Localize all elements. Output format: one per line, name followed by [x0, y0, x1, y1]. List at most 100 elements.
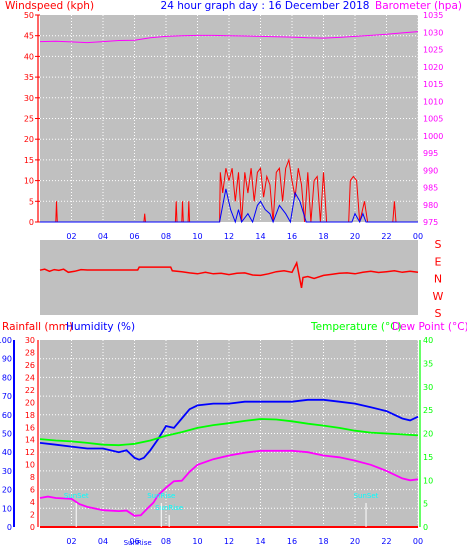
series-barometer-hpa- — [39, 31, 419, 44]
y-tick-label-temp: 30 — [423, 383, 433, 392]
y-tick-label-baro: 980 — [423, 201, 438, 210]
sun-label: SunSet — [354, 492, 379, 500]
x-tick-label: 18 — [318, 537, 328, 546]
y-tick-label-wind: 35 — [24, 73, 34, 82]
sun-label: SunRise — [155, 504, 183, 512]
series-humidity- — [39, 398, 419, 461]
x-tick-label: 20 — [350, 232, 360, 241]
y-tick-label-baro: 1030 — [423, 28, 443, 37]
x-tick-label: 02 — [66, 537, 76, 546]
y-tick-label-humidity: 10 — [2, 504, 12, 513]
y-tick-label-humidity: 60 — [2, 411, 12, 420]
x-tick-label: 16 — [287, 537, 297, 546]
x-tick-label: 08 — [161, 537, 171, 546]
y-tick-label-baro: 1020 — [423, 63, 443, 72]
windspeed-title: Windspeed (kph) — [5, 0, 94, 12]
y-tick-label-wind: 25 — [24, 115, 34, 124]
sun-label: SunRise — [147, 492, 175, 500]
x-tick-label: 00 — [413, 232, 423, 241]
y-tick-label-temp: 5 — [423, 500, 428, 509]
y-tick-label-rain: 16 — [25, 423, 35, 432]
series-wind-direction — [39, 260, 419, 289]
series-dew-point-c- — [39, 449, 419, 517]
y-tick-label-rain: 6 — [30, 486, 35, 495]
wind-series — [39, 31, 419, 224]
y-tick-label-humidity: 30 — [2, 467, 12, 476]
y-tick-label-rain: 26 — [25, 361, 35, 370]
y-tick-label-rain: 12 — [25, 448, 35, 457]
y-tick-label-rain: 8 — [30, 473, 35, 482]
y-tick-label-baro: 1000 — [423, 132, 443, 141]
series-temperature-c- — [39, 418, 419, 447]
y-tick-label-wind: 50 — [24, 11, 34, 20]
rainfall-title: Rainfall (mm) — [2, 321, 73, 333]
y-tick-label-humidity: 70 — [2, 392, 12, 401]
y-tick-label-temp: 10 — [423, 476, 433, 485]
y-tick-label-rain: 22 — [25, 386, 35, 395]
y-tick-label-rain: 28 — [25, 348, 35, 357]
y-tick-label-rain: 20 — [25, 398, 35, 407]
sun-label: SunRise — [124, 539, 152, 547]
x-tick-label: 14 — [255, 232, 265, 241]
y-tick-label-temp: 20 — [423, 430, 433, 439]
barometer-title: Barometer (hpa) — [375, 0, 462, 12]
y-tick-label-baro: 990 — [423, 166, 438, 175]
x-tick-label: 16 — [287, 232, 297, 241]
wind-barometer-chart: 02 04 06 08 10 12 14 16 18 20 22 000510152025303540… — [5, 0, 462, 241]
series-wind-gust — [40, 188, 418, 224]
y-tick-label-humidity: 0 — [7, 523, 12, 532]
sun-markers: SunRise SunSet SunRise SunSet SunRise — [64, 492, 379, 547]
y-tick-label-baro: 1010 — [423, 97, 443, 106]
direction-plot-area — [40, 240, 418, 315]
y-tick-label-baro: 1035 — [423, 11, 443, 20]
x-tick-label: 00 — [413, 537, 423, 546]
direction-label: S — [435, 307, 442, 320]
x-tick-label: 10 — [192, 232, 202, 241]
sun-label: SunSet — [64, 492, 89, 500]
y-tick-label-baro: 975 — [423, 218, 438, 227]
x-tick-label: 06 — [129, 232, 139, 241]
y-tick-label-humidity: 50 — [2, 430, 12, 439]
y-tick-label-baro: 985 — [423, 184, 438, 193]
graph-title: 24 hour graph day : 16 December 2018 — [161, 0, 370, 12]
x-tick-label: 20 — [350, 537, 360, 546]
wind-grid — [40, 15, 419, 222]
y-tick-label-baro: 1025 — [423, 46, 443, 55]
x-tick-label: 04 — [98, 232, 108, 241]
direction-label: W — [433, 290, 444, 303]
y-tick-label-baro: 1005 — [423, 115, 443, 124]
y-tick-label-wind: 5 — [29, 197, 34, 206]
x-tick-label: 08 — [161, 232, 171, 241]
temp-grid — [40, 340, 419, 527]
y-tick-label-wind: 15 — [24, 156, 34, 165]
y-tick-label-temp: 0 — [423, 523, 428, 532]
x-tick-label: 22 — [381, 537, 391, 546]
x-tick-label: 22 — [381, 232, 391, 241]
x-tick-label: 04 — [98, 537, 108, 546]
x-tick-label: 18 — [318, 232, 328, 241]
y-tick-label-temp: 35 — [423, 359, 433, 368]
direction-label: S — [435, 238, 442, 251]
y-tick-label-humidity: 40 — [2, 448, 12, 457]
x-tick-label: 12 — [224, 232, 234, 241]
x-tick-label: 10 — [192, 537, 202, 546]
y-tick-label-rain: 18 — [25, 411, 35, 420]
y-tick-label-temp: 25 — [423, 406, 433, 415]
direction-label: N — [434, 273, 442, 286]
direction-series — [39, 260, 419, 289]
temperature-title: Temperature (°C) — [310, 321, 402, 333]
y-tick-label-humidity: 90 — [2, 355, 12, 364]
wind-axes: 02 04 06 08 10 12 14 16 18 20 22 000510152025303540… — [24, 11, 444, 241]
y-tick-label-wind: 40 — [24, 52, 34, 61]
y-tick-label-rain: 24 — [25, 373, 35, 382]
y-tick-label-temp: 15 — [423, 453, 433, 462]
y-tick-label-humidity: 20 — [2, 486, 12, 495]
direction-label: E — [435, 255, 442, 268]
y-tick-label-rain: 4 — [30, 498, 35, 507]
dewpoint-title: Dew Point (°C) — [392, 321, 467, 333]
x-tick-label: 14 — [255, 537, 265, 546]
temp-axes: 02 04 06 08 10 12 14 16 18 20 22 000102030405060708… — [0, 336, 433, 546]
